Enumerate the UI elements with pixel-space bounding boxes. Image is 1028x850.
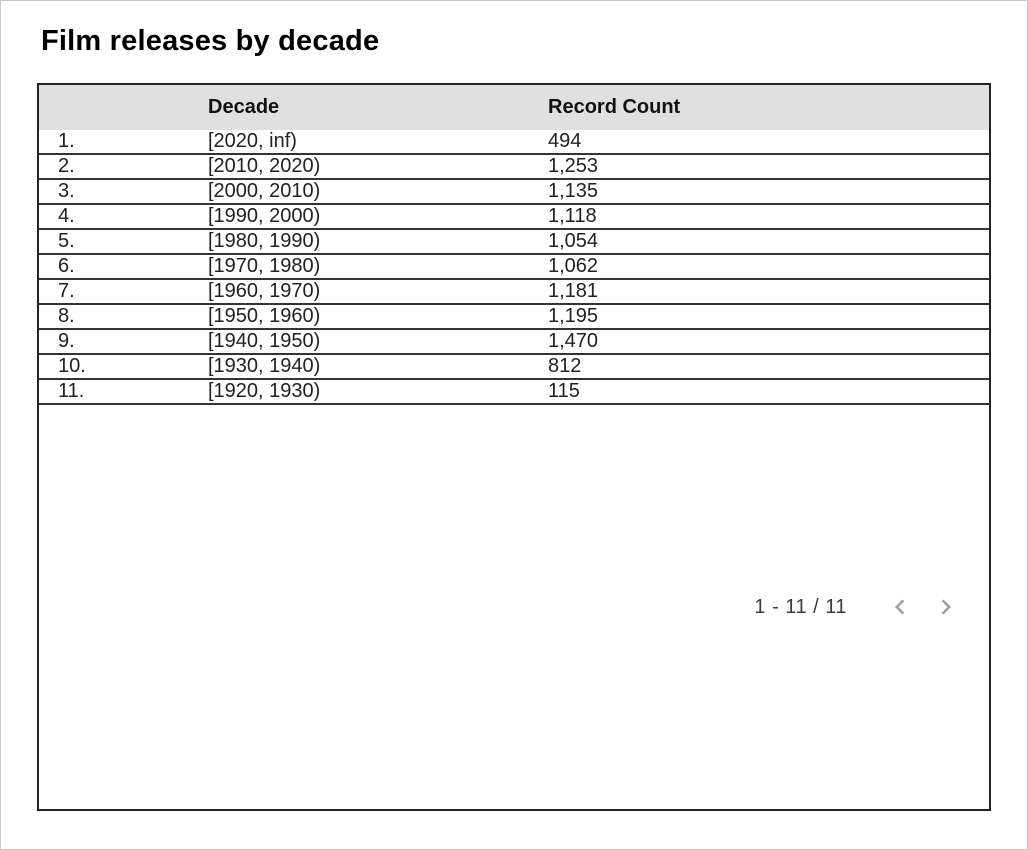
table-row: 9. [1940, 1950) 1,470 — [39, 330, 989, 355]
cell-record-count: 1,135 — [548, 180, 599, 202]
cell-row-number: 10. — [58, 355, 86, 377]
table-row: 5. [1980, 1990) 1,054 — [39, 230, 989, 255]
table-row: 7. [1960, 1970) 1,181 — [39, 280, 989, 305]
table-header-row: Decade Record Count — [39, 85, 989, 130]
cell-decade: [1940, 1950) — [208, 330, 321, 352]
cell-record-count: 1,470 — [548, 330, 599, 352]
pagination-prev-button[interactable] — [882, 589, 918, 625]
table-row: 6. [1970, 1980) 1,062 — [39, 255, 989, 280]
table-row: 4. [1990, 2000) 1,118 — [39, 205, 989, 230]
chart-title: Film releases by decade — [41, 25, 380, 57]
cell-record-count: 1,253 — [548, 155, 599, 177]
cell-row-number: 4. — [58, 205, 75, 227]
table-row: 10. [1930, 1940) 812 — [39, 355, 989, 380]
pagination-next-button[interactable] — [928, 589, 964, 625]
cell-row-number: 3. — [58, 180, 75, 202]
chevron-right-icon — [931, 592, 961, 622]
cell-record-count: 1,195 — [548, 305, 599, 327]
header-cell-decade[interactable]: Decade — [208, 96, 280, 118]
table-row: 11. [1920, 1930) 115 — [39, 380, 989, 405]
chevron-left-icon — [885, 592, 915, 622]
cell-row-number: 11. — [58, 380, 85, 402]
cell-row-number: 1. — [58, 130, 75, 152]
cell-decade: [2010, 2020) — [208, 155, 321, 177]
cell-decade: [1920, 1930) — [208, 380, 321, 402]
pagination-range-label: 1 - 11 / 11 — [754, 595, 847, 618]
cell-row-number: 6. — [58, 255, 75, 277]
cell-record-count: 1,118 — [548, 205, 597, 227]
table-body: 1. [2020, inf) 494 2. [2010, 2020) 1,253… — [39, 130, 989, 405]
cell-row-number: 9. — [58, 330, 75, 352]
table-chart: Decade Record Count 1. [2020, inf) 494 2… — [37, 83, 991, 811]
table-footer: 1 - 11 / 11 — [39, 405, 989, 809]
cell-decade: [1960, 1970) — [208, 280, 321, 302]
cell-decade: [1980, 1990) — [208, 230, 321, 252]
cell-row-number: 7. — [58, 280, 75, 302]
cell-record-count: 115 — [548, 380, 580, 402]
cell-row-number: 5. — [58, 230, 75, 252]
cell-record-count: 494 — [548, 130, 582, 152]
cell-decade: [1930, 1940) — [208, 355, 321, 377]
cell-record-count: 812 — [548, 355, 582, 377]
cell-record-count: 1,181 — [548, 280, 599, 302]
table-row: 2. [2010, 2020) 1,253 — [39, 155, 989, 180]
header-cell-record-count[interactable]: Record Count — [548, 96, 681, 118]
cell-row-number: 8. — [58, 305, 75, 327]
cell-decade: [1970, 1980) — [208, 255, 321, 277]
cell-decade: [1990, 2000) — [208, 205, 321, 227]
table-row: 8. [1950, 1960) 1,195 — [39, 305, 989, 330]
cell-record-count: 1,054 — [548, 230, 599, 252]
table-row: 3. [2000, 2010) 1,135 — [39, 180, 989, 205]
cell-record-count: 1,062 — [548, 255, 599, 277]
cell-decade: [2020, inf) — [208, 130, 297, 152]
table-row: 1. [2020, inf) 494 — [39, 130, 989, 155]
cell-row-number: 2. — [58, 155, 75, 177]
cell-decade: [2000, 2010) — [208, 180, 321, 202]
cell-decade: [1950, 1960) — [208, 305, 321, 327]
